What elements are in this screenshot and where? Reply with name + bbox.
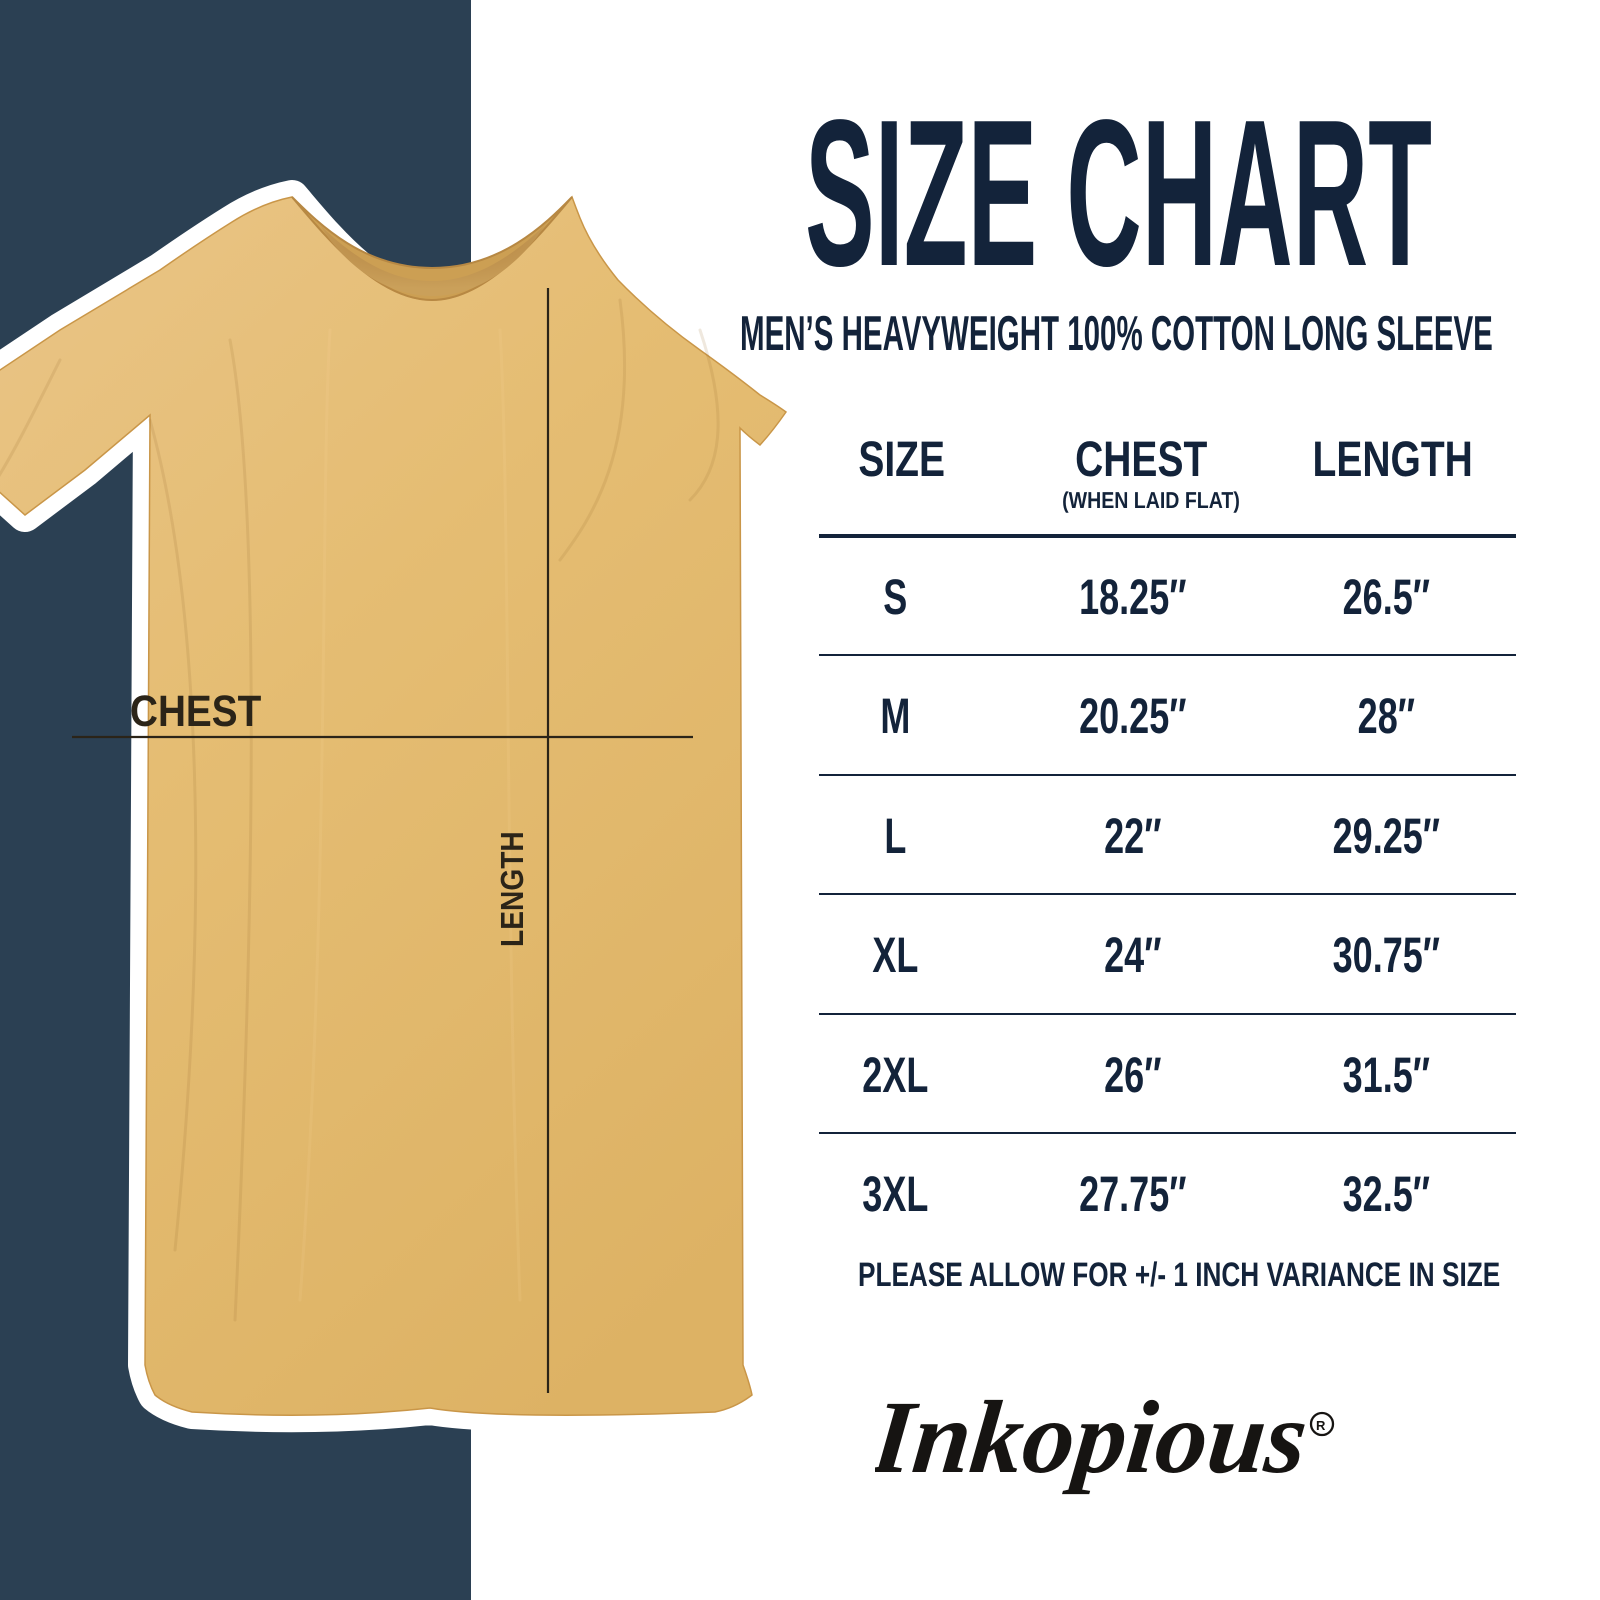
svg-text:R: R [1316,1418,1326,1433]
svg-text:Inkopious: Inkopious [875,1379,1313,1495]
